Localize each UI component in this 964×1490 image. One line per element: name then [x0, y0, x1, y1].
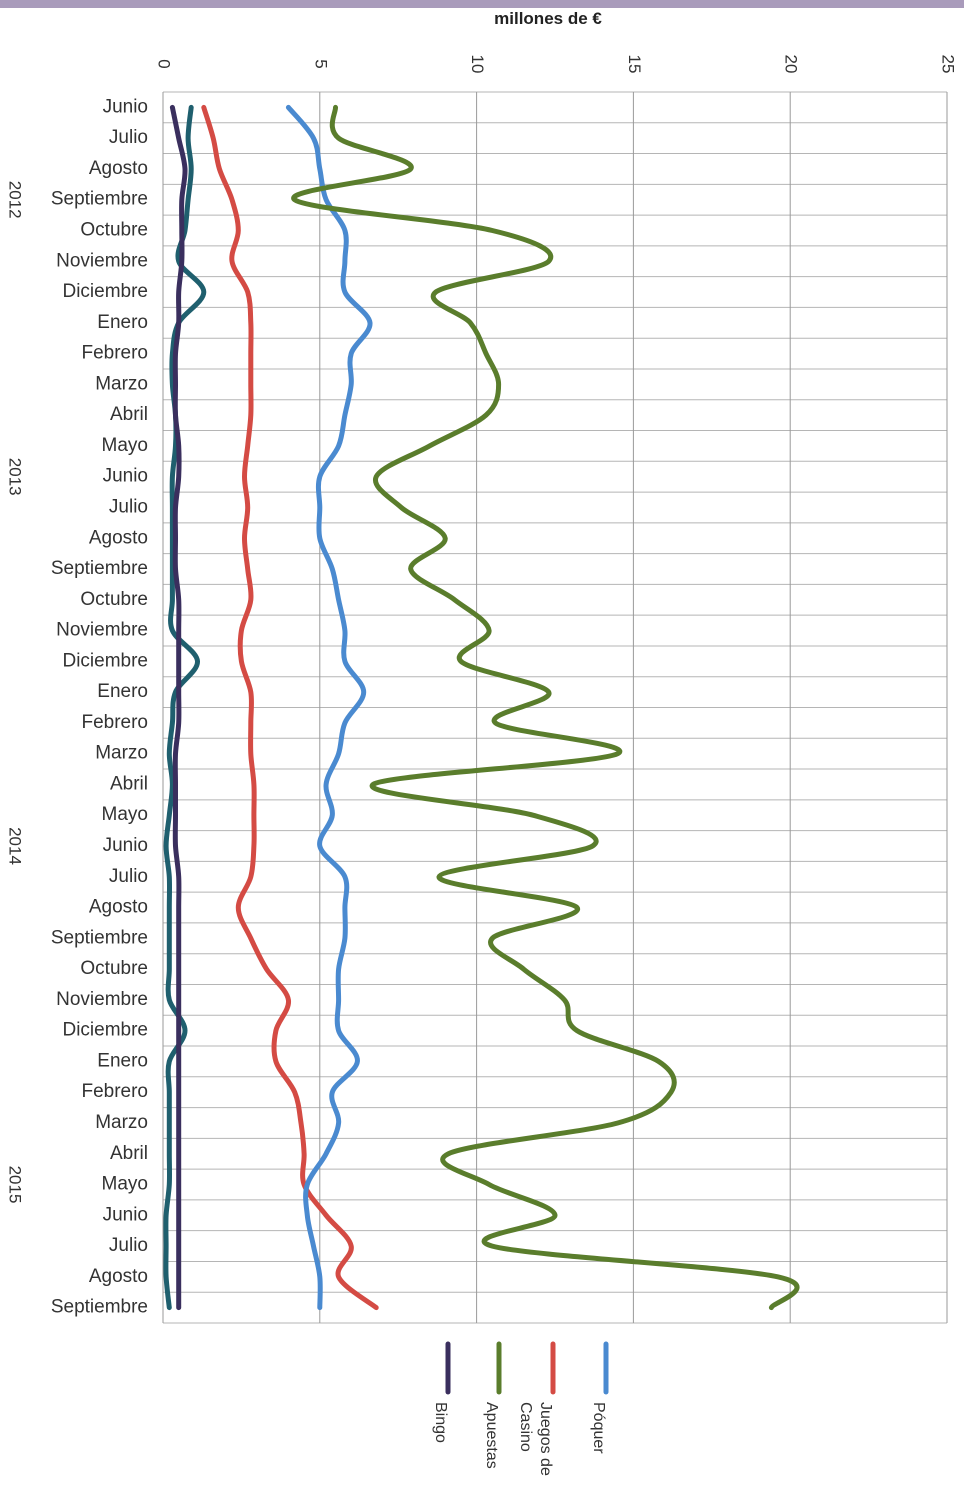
legend: Póquer Juegos deCasino Apuestas Bingo	[432, 1341, 609, 1476]
x-tick-label: 25	[939, 55, 958, 74]
series-lines	[163, 104, 800, 1311]
month-label: Octubre	[80, 220, 148, 241]
month-label: Enero	[97, 1050, 148, 1071]
x-tick-label: 0	[155, 59, 174, 68]
month-label: Agosto	[89, 897, 148, 918]
month-label: Octubre	[80, 589, 148, 610]
x-tick-label: 20	[782, 55, 801, 74]
legend-label: Apuestas	[483, 1402, 500, 1469]
month-label: Julio	[109, 127, 148, 148]
series-line-póquer	[285, 104, 373, 1311]
month-label: Julio	[109, 866, 148, 887]
month-label: Junio	[103, 96, 148, 117]
month-label: Diciembre	[62, 650, 148, 671]
year-labels: 2012 2013 2014 2015	[6, 181, 25, 1204]
month-label: Mayo	[102, 1174, 148, 1195]
month-label: Septiembre	[51, 558, 148, 579]
year-label: 2015	[6, 1166, 25, 1204]
month-label: Enero	[97, 312, 148, 333]
unit-label: millones de €	[494, 9, 602, 28]
month-label: Marzo	[95, 373, 148, 394]
month-label: Agosto	[89, 1266, 148, 1287]
month-label: Marzo	[95, 743, 148, 764]
month-label: Noviembre	[56, 250, 148, 271]
series-line-unlabeled	[163, 104, 207, 1311]
legend-label: Juegos deCasino	[517, 1402, 554, 1476]
month-label: Agosto	[89, 158, 148, 179]
x-tick-label: 10	[468, 55, 487, 74]
month-label: Mayo	[102, 804, 148, 825]
month-label: Noviembre	[56, 989, 148, 1010]
month-label: Junio	[103, 1204, 148, 1225]
month-label: Marzo	[95, 1112, 148, 1133]
month-label: Junio	[103, 466, 148, 487]
legend-label: Póquer	[590, 1402, 607, 1454]
month-label: Junio	[103, 835, 148, 856]
year-label: 2013	[6, 458, 25, 496]
month-label: Febrero	[81, 712, 148, 733]
month-label: Septiembre	[51, 927, 148, 948]
month-label: Noviembre	[56, 620, 148, 641]
grid	[162, 91, 948, 1324]
month-label: Septiembre	[51, 1297, 148, 1318]
series-line-bingo	[169, 104, 188, 1311]
month-label: Abril	[110, 1143, 148, 1164]
month-label: Febrero	[81, 1081, 148, 1102]
month-labels: Junio Julio Agosto Septiembre Octubre Noviemb…	[51, 96, 148, 1317]
year-label: 2014	[6, 827, 25, 865]
month-label: Enero	[97, 681, 148, 702]
month-label: Mayo	[102, 435, 148, 456]
month-label: Abril	[110, 773, 148, 794]
x-axis-ticks: 0 5 10 15 20 25	[155, 55, 958, 74]
month-label: Abril	[110, 404, 148, 425]
month-label: Diciembre	[62, 1020, 148, 1041]
series-line-juegos-de-casino	[201, 104, 379, 1311]
x-tick-label: 5	[311, 59, 330, 68]
month-label: Agosto	[89, 527, 148, 548]
top-bar	[0, 0, 964, 8]
year-label: 2012	[6, 181, 25, 219]
month-label: Julio	[109, 1235, 148, 1256]
series-line-apuestas	[291, 104, 800, 1311]
month-label: Diciembre	[62, 281, 148, 302]
x-tick-label: 15	[625, 55, 644, 74]
month-label: Octubre	[80, 958, 148, 979]
month-label: Febrero	[81, 343, 148, 364]
legend-label: Bingo	[432, 1402, 449, 1443]
month-label: Septiembre	[51, 189, 148, 210]
month-label: Julio	[109, 496, 148, 517]
